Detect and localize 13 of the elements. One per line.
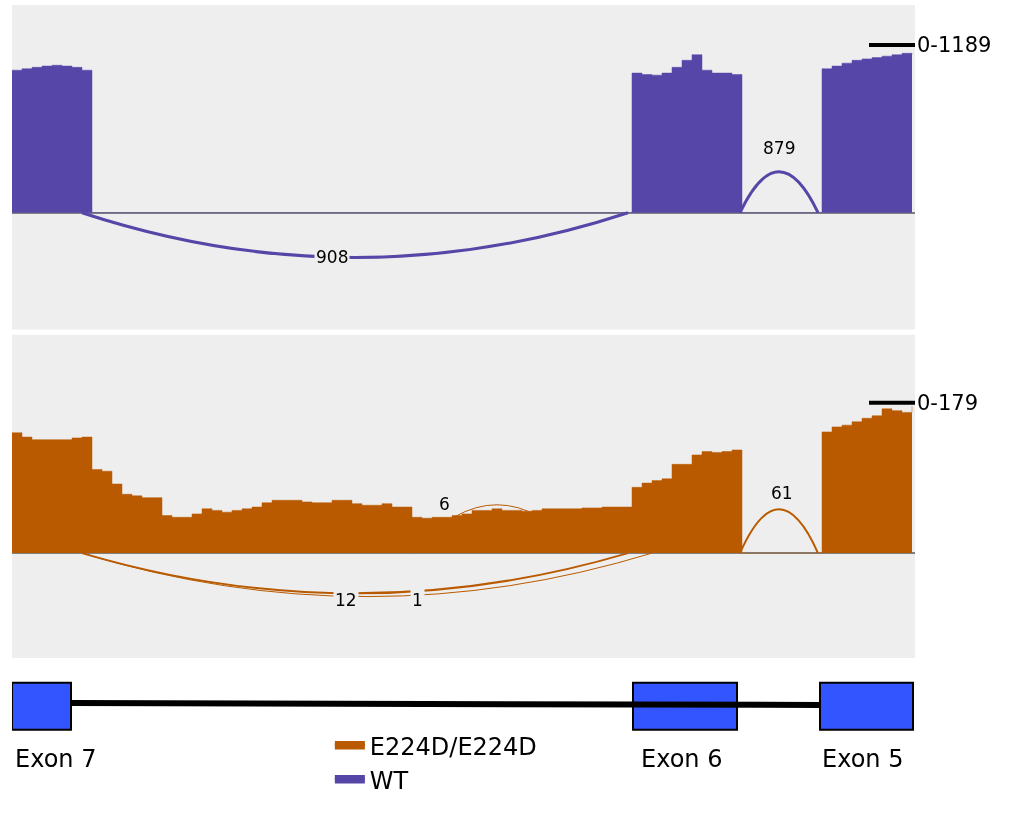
text: Exon 7: [15, 745, 97, 773]
legend-label: E224D/E224D: [369, 732, 537, 761]
text: 0-1189: [917, 33, 992, 57]
annotation: 61: [771, 483, 793, 503]
annotation: 879: [763, 138, 796, 158]
text: 12: [335, 590, 357, 610]
legend-label: WT: [369, 766, 409, 795]
text: Exon 5: [822, 745, 904, 773]
text: 908: [316, 247, 349, 267]
annotation: 6: [439, 494, 450, 514]
text: 1: [412, 590, 423, 610]
text: 0-179: [917, 391, 979, 415]
text: Exon 6: [641, 745, 723, 773]
